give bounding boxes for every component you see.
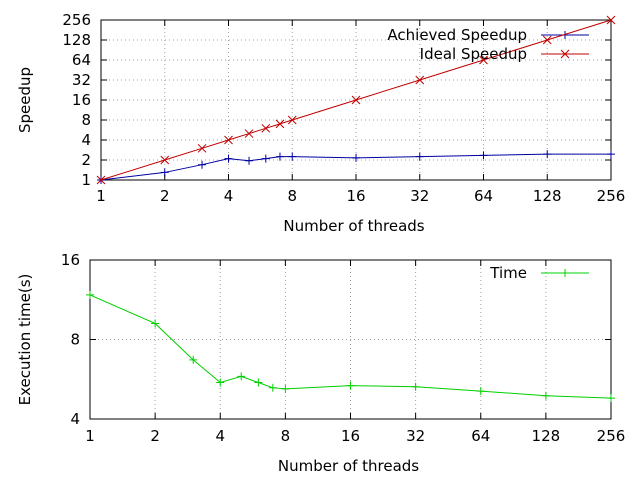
y-tick-label: 64 (72, 51, 91, 69)
x-tick-label: 4 (215, 427, 225, 445)
data-point (224, 135, 233, 145)
x-tick-label: 2 (150, 427, 160, 445)
data-point (160, 155, 170, 165)
x-tick-label: 64 (471, 427, 490, 445)
x-tick-label: 128 (533, 187, 562, 205)
data-point (216, 378, 225, 387)
data-point (224, 154, 233, 163)
x-axis-label: Number of threads (283, 217, 424, 235)
y-tick-label: 16 (61, 251, 80, 269)
x-tick-label: 8 (281, 427, 291, 445)
data-point (237, 372, 246, 381)
data-point (543, 150, 552, 159)
x-tick-label: 16 (341, 427, 360, 445)
x-tick-label: 2 (160, 187, 170, 205)
y-tick-label: 256 (62, 11, 91, 29)
x-tick-label: 16 (346, 187, 365, 205)
data-point (352, 153, 360, 162)
data-point (606, 15, 616, 25)
data-point (607, 150, 615, 159)
x-tick-label: 4 (224, 187, 234, 205)
data-point (288, 152, 297, 161)
x-tick-label: 256 (597, 187, 626, 205)
y-tick-label: 16 (72, 91, 91, 109)
x-tick-label: 8 (287, 187, 297, 205)
data-point (541, 391, 550, 400)
data-point (476, 387, 485, 396)
data-point (287, 115, 297, 125)
series-ideal-speedup (96, 15, 616, 185)
data-point (86, 290, 94, 299)
data-point (607, 394, 615, 403)
legend-label: Time (489, 264, 527, 282)
x-tick-label: 32 (410, 187, 429, 205)
y-axis-label: Execution time(s) (16, 274, 34, 406)
data-point (415, 152, 424, 161)
data-point (411, 382, 420, 391)
y-tick-label: 4 (70, 410, 80, 428)
data-point (151, 319, 160, 328)
data-point (245, 156, 254, 165)
data-point (197, 143, 207, 153)
data-point (542, 35, 552, 45)
x-tick-label: 32 (406, 427, 425, 445)
x-axis-label: Number of threads (278, 457, 419, 475)
y-tick-label: 32 (72, 71, 91, 89)
data-point (198, 160, 207, 169)
y-tick-label: 8 (81, 111, 91, 129)
data-point (261, 123, 271, 133)
data-point (189, 355, 198, 364)
y-axis-label: Speedup (16, 67, 34, 133)
y-tick-label: 4 (81, 131, 91, 149)
plot-frame (89, 259, 612, 420)
legend-label: Achieved Speedup (387, 26, 527, 44)
data-point (479, 55, 488, 65)
y-tick-label: 2 (81, 151, 91, 169)
plot-frame (100, 19, 612, 181)
data-point (261, 154, 270, 163)
data-point (244, 129, 254, 138)
data-point (275, 119, 285, 129)
execution-time-chart: 1 2 4 8 16 32 64 128 256 4 8 16 Number of threads Exe… (16, 251, 625, 475)
y-tick-label: 8 (70, 331, 80, 349)
data-point (415, 75, 425, 85)
data-point (351, 95, 361, 105)
series-time (86, 290, 615, 403)
data-point (254, 378, 263, 387)
y-tick-label: 1 (81, 171, 91, 189)
data-point (96, 175, 106, 185)
data-point (160, 168, 169, 177)
legend-marker (560, 49, 570, 59)
x-tick-label: 256 (597, 427, 626, 445)
legend-label: Ideal Speedup (420, 45, 527, 63)
x-tick-label: 1 (85, 427, 95, 445)
y-tick-label: 128 (62, 31, 91, 49)
x-tick-label: 64 (474, 187, 493, 205)
x-tick-label: 128 (532, 427, 561, 445)
x-tick-label: 1 (96, 187, 106, 205)
data-point (275, 152, 284, 161)
data-point (268, 383, 277, 392)
data-point (346, 381, 355, 390)
legend-marker (561, 269, 569, 277)
data-point (479, 151, 488, 160)
data-point (281, 384, 290, 393)
